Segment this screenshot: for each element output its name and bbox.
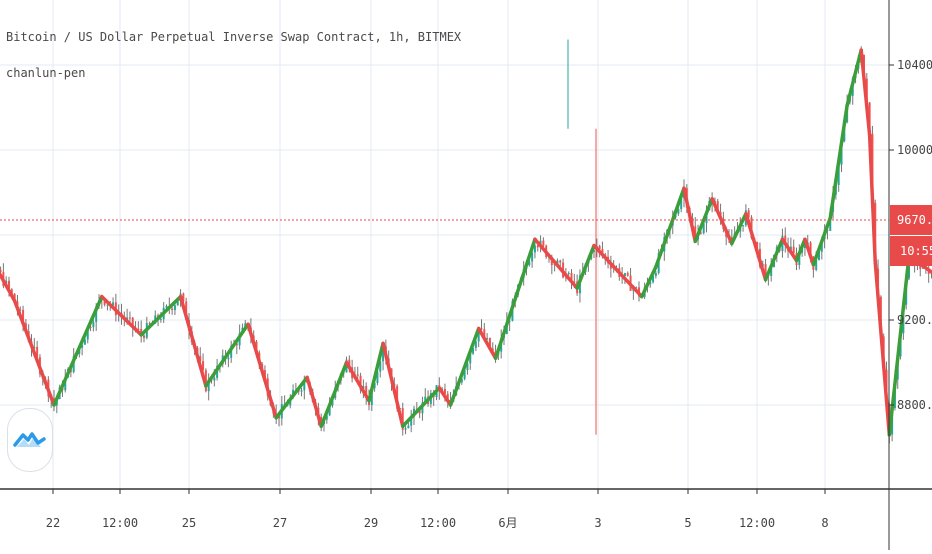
time-tick-label: 12:00 — [420, 516, 456, 530]
price-tick-label: 8800.0 — [897, 398, 932, 412]
current-price-label: 9670.5 — [897, 213, 932, 227]
pen-segment-down — [383, 343, 403, 426]
countdown-badge: 10:55 — [890, 236, 932, 266]
time-axis[interactable]: 22 12:00 25 27 29 12:00 6月 3 5 12:00 8 — [46, 489, 829, 530]
pen-segment-down — [181, 297, 206, 386]
pen-segment-up — [656, 188, 684, 267]
pen-segment-up — [451, 329, 479, 406]
price-tick-label: 10000.0 — [897, 143, 932, 157]
pen-segment-up — [577, 246, 594, 289]
pen-segment-up — [830, 105, 847, 218]
candles-layer — [0, 40, 932, 444]
pen-segment-down — [307, 377, 321, 426]
pen-segment-down — [684, 188, 695, 241]
candle-body — [143, 336, 145, 338]
candle-body — [405, 428, 407, 430]
candle-body — [568, 273, 570, 274]
logo-icon — [8, 409, 52, 471]
pen-segment-up — [496, 239, 535, 358]
time-tick-label: 29 — [364, 516, 378, 530]
time-tick-label: 12:00 — [739, 516, 775, 530]
candle-body — [160, 319, 162, 320]
time-tick-label: 8 — [821, 516, 828, 530]
pen-segment-down — [861, 50, 869, 135]
time-tick-label: 25 — [182, 516, 196, 530]
pen-segment-up — [141, 297, 180, 335]
candle-body — [655, 273, 657, 276]
time-tick-label: 3 — [594, 516, 601, 530]
pen-segment-down — [15, 301, 54, 405]
candle-body — [174, 305, 176, 310]
candle-body — [542, 241, 544, 246]
pen-segment-up — [403, 388, 440, 426]
price-tick-label: 9200.0 — [897, 313, 932, 327]
pen-segment-up — [206, 324, 248, 386]
countdown-label: 10:55 — [900, 244, 932, 258]
candle-body — [129, 318, 131, 319]
time-tick-label: 27 — [273, 516, 287, 530]
candle-body — [559, 261, 561, 263]
candle-body — [227, 358, 229, 359]
tradingview-logo-button[interactable] — [7, 408, 53, 472]
candle-body — [301, 390, 303, 391]
pen-segment-down — [712, 199, 732, 244]
pen-segment-up — [766, 239, 783, 279]
candle-body — [407, 426, 409, 429]
time-tick-label: 5 — [684, 516, 691, 530]
pen-segment-up — [321, 363, 346, 427]
indicator-label[interactable]: chanlun-pen — [6, 66, 85, 80]
pen-segment-up — [54, 297, 102, 405]
pen-segment-up — [797, 239, 805, 260]
chart-title: Bitcoin / US Dollar Perpetual Inverse Sw… — [6, 30, 461, 44]
pen-segment-down — [805, 239, 813, 265]
candle-body — [627, 273, 629, 275]
time-tick-label: 12:00 — [102, 516, 138, 530]
pen-layer — [0, 50, 932, 435]
current-price-badge: 9670.5 — [890, 205, 932, 235]
candle-body — [357, 374, 359, 375]
pen-segment-down — [535, 239, 577, 288]
pen-segment-up — [847, 50, 861, 105]
pen-segment-up — [732, 214, 746, 244]
pen-segment-down — [746, 214, 766, 280]
time-tick-label: 6月 — [498, 516, 517, 530]
pen-segment-down — [248, 324, 276, 418]
pen-segment-down — [594, 246, 642, 297]
pen-segment-down — [102, 297, 141, 335]
candle-body — [92, 322, 94, 327]
candle-body — [213, 378, 215, 381]
candle-body — [171, 309, 173, 311]
pen-segment-down — [875, 263, 889, 435]
pen-segment-up — [276, 377, 307, 417]
price-tick-label: 10400.0 — [897, 58, 932, 72]
candle-body — [742, 225, 744, 226]
time-tick-label: 22 — [46, 516, 60, 530]
